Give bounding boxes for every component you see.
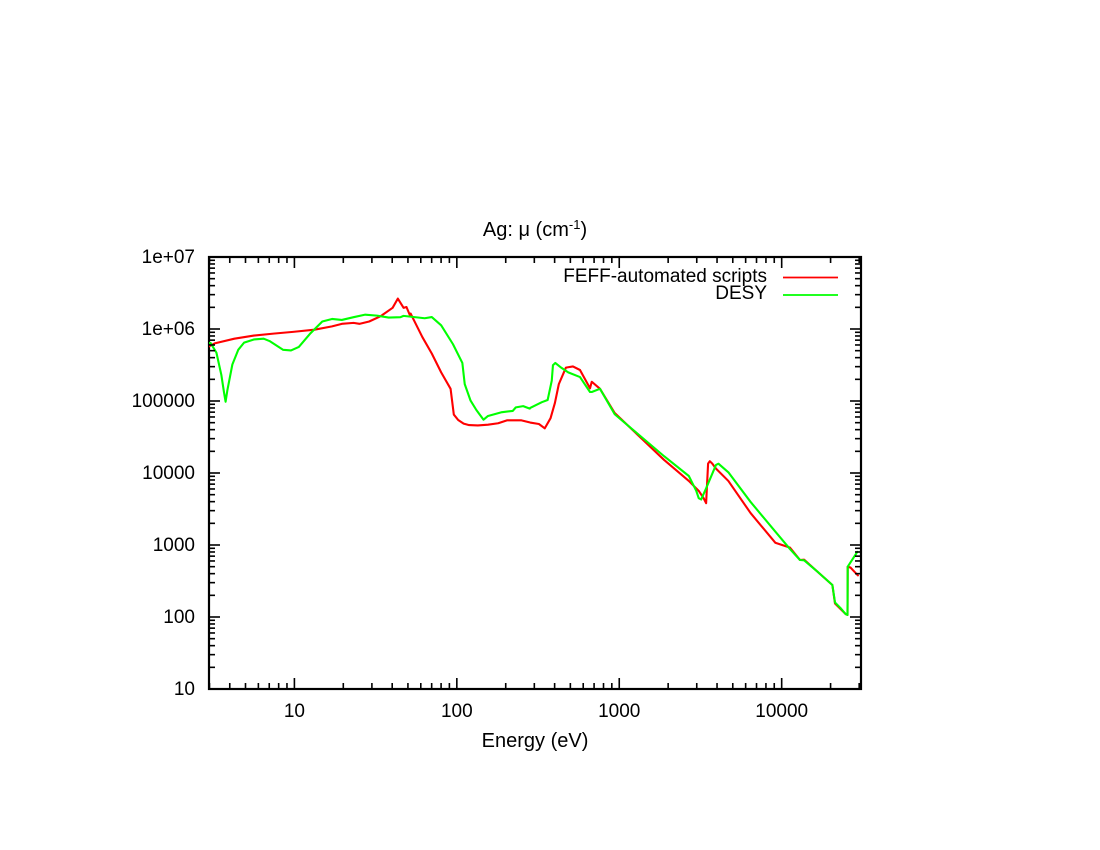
- svg-text:Energy (eV): Energy (eV): [482, 730, 589, 752]
- svg-text:1000: 1000: [598, 701, 640, 722]
- svg-text:100000: 100000: [132, 391, 195, 412]
- svg-text:10: 10: [284, 701, 305, 722]
- svg-text:100: 100: [441, 701, 473, 722]
- svg-text:1000: 1000: [153, 535, 195, 556]
- svg-text:1e+07: 1e+07: [142, 247, 195, 268]
- svg-text:10: 10: [174, 679, 195, 700]
- svg-text:1e+06: 1e+06: [142, 319, 195, 340]
- svg-text:DESY: DESY: [715, 283, 767, 304]
- svg-text:100: 100: [163, 607, 195, 628]
- svg-text:10000: 10000: [142, 463, 195, 484]
- svg-text:10000: 10000: [755, 701, 808, 722]
